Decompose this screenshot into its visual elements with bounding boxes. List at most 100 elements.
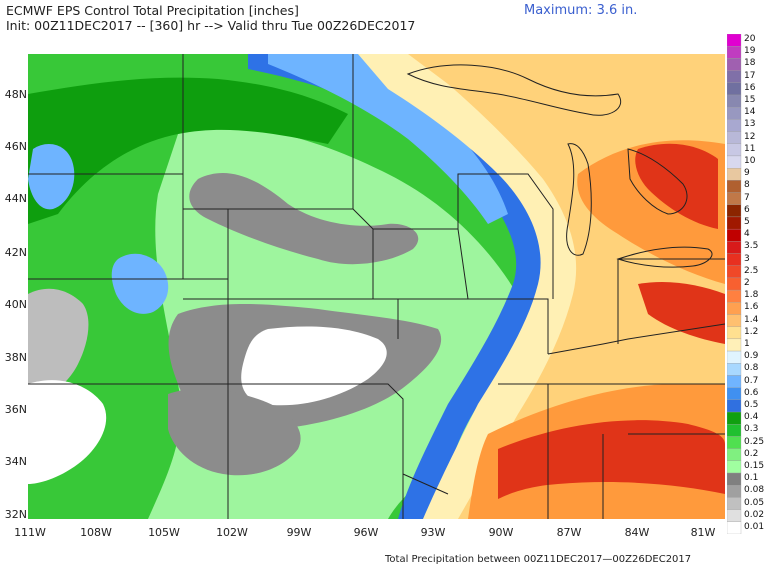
colorbar-label: 5 (744, 217, 750, 228)
colorbar-label: 1.2 (744, 326, 759, 337)
colorbar-label: 0.3 (744, 424, 759, 435)
lat-label: 34N (4, 455, 27, 468)
colorbar-label: 4 (744, 229, 750, 240)
colorbar-label: 0.08 (744, 485, 765, 496)
colorbar-swatch (727, 375, 742, 388)
init-line: Init: 00Z11DEC2017 -- [360] hr --> Valid… (6, 18, 416, 33)
title-line: ECMWF EPS Control Total Precipitation [i… (6, 3, 299, 18)
colorbar-label: 20 (744, 34, 756, 45)
footer-caption: Total Precipitation between 00Z11DEC2017… (385, 554, 692, 565)
colorbar (727, 34, 742, 534)
lon-label: 99W (286, 526, 312, 539)
white-area-southwest (28, 380, 107, 484)
lon-label: 102W (216, 526, 248, 539)
colorbar-swatch (727, 204, 742, 218)
colorbar-swatch (727, 424, 742, 437)
red-region-michigan (635, 143, 718, 229)
colorbar-label: 18 (744, 58, 756, 69)
colorbar-swatch (727, 180, 742, 193)
lon-label: 111W (14, 526, 46, 539)
colorbar-swatch (727, 216, 742, 230)
colorbar-label: 2.5 (744, 265, 759, 276)
colorbar-label: 0.2 (744, 448, 759, 459)
colorbar-label: 0.05 (744, 497, 765, 508)
colorbar-label: 0.9 (744, 351, 759, 362)
gray-area-colorado (28, 288, 89, 404)
great-lakes-outline (406, 64, 713, 268)
colorbar-label: 0.5 (744, 399, 759, 410)
gray-area-nebraska (189, 173, 419, 265)
lat-label: 40N (4, 298, 27, 311)
colorbar-label: 9 (744, 168, 750, 179)
colorbar-label: 0.25 (744, 436, 765, 447)
colorbar-swatch (727, 155, 742, 169)
lat-label: 32N (4, 508, 27, 521)
colorbar-swatch (727, 58, 742, 71)
colorbar-label: 0.4 (744, 412, 759, 423)
colorbar-label: 3.5 (744, 241, 759, 252)
colorbar-label: 0.6 (744, 387, 759, 398)
lon-label: 93W (420, 526, 446, 539)
dark-green-region (28, 77, 348, 224)
lat-label: 38N (4, 351, 27, 364)
colorbar-swatch (727, 472, 742, 486)
red-region-southeast (498, 420, 725, 499)
colorbar-label: 10 (744, 156, 756, 167)
lon-label: 84W (624, 526, 650, 539)
colorbar-label: 11 (744, 143, 756, 154)
colorbar-label: 3 (744, 253, 750, 264)
colorbar-label: 1.4 (744, 314, 759, 325)
red-region-virginia (638, 282, 725, 344)
lon-label: 87W (556, 526, 582, 539)
colorbar-label: 1.8 (744, 290, 759, 301)
lon-label: 105W (148, 526, 180, 539)
colorbar-swatch (727, 497, 742, 510)
light-blue-spot-wyoming (111, 253, 169, 314)
light-blue-spot-montana (28, 144, 75, 210)
colorbar-label: 15 (744, 95, 756, 106)
lat-label: 44N (4, 192, 27, 205)
colorbar-label: 16 (744, 82, 756, 93)
colorbar-swatch (727, 192, 742, 205)
colorbar-swatch (727, 363, 742, 376)
colorbar-swatch (727, 521, 742, 534)
colorbar-swatch (727, 228, 742, 242)
colorbar-label: 14 (744, 107, 756, 118)
colorbar-label: 0.7 (744, 375, 759, 386)
state-borders (28, 54, 725, 519)
colorbar-swatch (727, 314, 742, 327)
lon-label: 90W (488, 526, 514, 539)
colorbar-swatch (727, 448, 742, 461)
colorbar-swatch (727, 82, 742, 96)
lat-label: 36N (4, 403, 27, 416)
colorbar-swatch (727, 253, 742, 266)
colorbar-swatch (727, 436, 742, 449)
colorbar-label: 2 (744, 278, 750, 288)
colorbar-label: 0.8 (744, 363, 759, 374)
colorbar-swatch (727, 265, 742, 279)
colorbar-label: 1 (744, 338, 750, 349)
colorbar-label: 0.1 (744, 473, 759, 484)
lat-label: 48N (4, 88, 27, 101)
colorbar-swatch (727, 338, 742, 352)
lat-label: 42N (4, 246, 27, 259)
colorbar-label: 17 (744, 70, 756, 81)
colorbar-swatch (727, 387, 742, 401)
colorbar-label: 19 (744, 46, 756, 57)
colorbar-label: 6 (744, 204, 750, 215)
colorbar-swatch (727, 302, 742, 315)
colorbar-label: 0.15 (744, 460, 765, 471)
colorbar-label: 0.02 (744, 509, 765, 520)
colorbar-swatch (727, 107, 742, 120)
lon-label: 96W (353, 526, 379, 539)
colorbar-label: 8 (744, 180, 750, 191)
colorbar-swatch (727, 94, 742, 108)
colorbar-swatch (727, 167, 742, 181)
lat-label: 46N (4, 140, 27, 153)
colorbar-swatch (727, 411, 742, 425)
colorbar-swatch (727, 143, 742, 157)
colorbar-swatch (727, 509, 742, 522)
colorbar-swatch (727, 460, 742, 474)
precipitation-map (28, 54, 725, 519)
colorbar-swatch (727, 34, 742, 47)
